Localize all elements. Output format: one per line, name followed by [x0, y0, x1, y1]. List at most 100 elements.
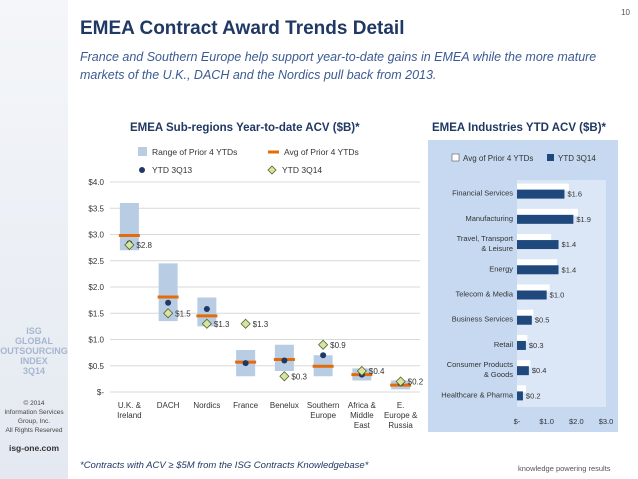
- legend-ytd-swatch: [547, 154, 554, 161]
- ytd3q13-point: [320, 352, 327, 359]
- category-label: Consumer Products & Goods: [447, 360, 514, 379]
- range-bar: [158, 263, 178, 322]
- data-label: $1.3: [253, 320, 269, 329]
- footnote: *Contracts with ACV ≥ $5M from the ISG C…: [80, 460, 369, 471]
- avg-bar: [517, 183, 569, 191]
- category-label: Retail: [494, 340, 514, 349]
- category-label: U.K. & Ireland: [117, 401, 141, 420]
- data-label: $0.9: [330, 341, 346, 350]
- category-label: Energy: [489, 264, 513, 273]
- legend-avg-swatch: [451, 153, 460, 162]
- x-tick-label: $-: [514, 417, 521, 426]
- data-label: $1.5: [175, 309, 191, 318]
- category-label: Nordics: [193, 401, 220, 410]
- data-label: $0.4: [369, 367, 385, 376]
- ytd-bar: [517, 391, 523, 401]
- page-subtitle: France and Southern Europe help support …: [80, 50, 597, 82]
- data-label: $0.5: [535, 316, 550, 325]
- ytd-bar: [517, 214, 574, 224]
- y-tick-label: $2.5: [88, 257, 104, 266]
- category-label: Benelux: [270, 401, 299, 410]
- legend-ytd3q13-swatch: [139, 167, 145, 173]
- category-label: E. Europe & Russia: [384, 401, 418, 430]
- legend-avg-label: Avg of Prior 4 YTDs: [284, 147, 359, 157]
- legend-ytd-label: YTD 3Q14: [558, 154, 596, 163]
- ytd-bar: [517, 240, 559, 250]
- category-label: Africa & Middle East: [348, 401, 377, 430]
- y-tick-label: $0.5: [88, 362, 104, 371]
- y-tick-label: $1.5: [88, 309, 104, 318]
- data-label: $0.3: [529, 341, 544, 350]
- ytd3q14-point: [395, 376, 406, 387]
- data-label: $1.3: [214, 320, 230, 329]
- category-label: Healthcare & Pharma: [441, 390, 514, 399]
- ytd3q14-point: [163, 308, 174, 319]
- ytd3q13-point: [203, 306, 210, 313]
- ytd-bar: [517, 290, 547, 300]
- avg-bar: [517, 208, 578, 216]
- data-label: $0.4: [532, 366, 547, 375]
- avg-bar: [517, 360, 531, 368]
- legend-ytd3q14-label: YTD 3Q14: [282, 165, 322, 175]
- category-label: Travel, Transport & Leisure: [457, 234, 514, 253]
- x-tick-label: $3.0: [599, 417, 614, 426]
- avg-bar: [517, 284, 550, 292]
- category-label: Southern Europe: [307, 401, 339, 420]
- legend-range-label: Range of Prior 4 YTDs: [152, 147, 237, 157]
- category-label: France: [233, 401, 258, 410]
- y-tick-label: $4.0: [88, 178, 104, 187]
- ytd-bar: [517, 189, 565, 199]
- industries-chart-title: EMEA Industries YTD ACV ($B)*: [432, 122, 607, 134]
- data-label: $0.3: [291, 372, 307, 381]
- ytd-bar: [517, 366, 529, 376]
- data-label: $1.6: [567, 190, 582, 199]
- ytd3q13-point: [281, 357, 288, 364]
- category-label: Business Services: [452, 315, 514, 324]
- ytd3q14-point: [240, 318, 251, 329]
- ytd3q14-point: [356, 365, 367, 377]
- y-tick-label: $1.0: [88, 336, 104, 345]
- data-label: $1.4: [562, 240, 577, 249]
- page-number: 10: [621, 8, 630, 17]
- avg-bar: [517, 309, 534, 317]
- data-label: $1.4: [562, 265, 577, 274]
- data-label: $1.0: [550, 291, 565, 300]
- data-label: $2.8: [136, 241, 152, 250]
- industries-chart: Avg of Prior 4 YTDs YTD 3Q14 $1.6 Financial…: [428, 140, 618, 432]
- subregions-chart: $- $0.5 $1.0 $1.5 $2.0 $2.5 $3.0 $3.5 $4.0 $2.8 $1…: [88, 147, 423, 430]
- y-tick-label: $3.0: [88, 231, 104, 240]
- category-label: Manufacturing: [465, 214, 513, 223]
- tagline: knowledge powering results: [518, 464, 611, 473]
- copyright: © 2014 Information Services Group, Inc. …: [4, 400, 64, 434]
- ytd3q13-point: [165, 299, 172, 306]
- avg-bar: [517, 334, 528, 342]
- y-tick-label: $-: [97, 388, 104, 397]
- ytd3q14-point: [318, 339, 329, 350]
- avg-bar: [517, 259, 558, 267]
- data-label: $0.2: [526, 391, 541, 400]
- ytd3q14-point: [124, 239, 135, 251]
- y-tick-label: $2.0: [88, 283, 104, 292]
- y-tick-label: $3.5: [88, 204, 104, 213]
- data-label: $0.2: [408, 378, 423, 387]
- avg-bar: [517, 234, 552, 242]
- page-title: EMEA Contract Award Trends Detail: [80, 18, 405, 39]
- subregions-chart-title: EMEA Sub-regions Year-to-date ACV ($B)*: [130, 122, 360, 134]
- legend-ytd3q13-label: YTD 3Q13: [152, 165, 192, 175]
- isg-index-logo: ISG GLOBAL OUTSOURCING INDEX 3Q14: [0, 326, 68, 376]
- ytd3q14-point: [201, 318, 212, 329]
- ytd3q13-point: [242, 360, 249, 367]
- data-label: $1.9: [576, 215, 591, 224]
- x-tick-label: $1.0: [539, 417, 554, 426]
- legend-avg-label: Avg of Prior 4 YTDs: [463, 154, 533, 163]
- ytd-bar: [517, 340, 526, 350]
- category-label: Financial Services: [452, 189, 513, 198]
- legend-ytd3q14-swatch: [267, 165, 277, 175]
- ytd-bar: [517, 265, 559, 275]
- category-label: Telecom & Media: [455, 290, 513, 299]
- category-label: DACH: [157, 401, 180, 410]
- ytd3q14-point: [279, 371, 290, 382]
- ytd-bar: [517, 315, 532, 325]
- website-link[interactable]: isg-one.com: [8, 443, 60, 453]
- sidebar: ISG GLOBAL OUTSOURCING INDEX 3Q14 © 2014…: [0, 0, 68, 479]
